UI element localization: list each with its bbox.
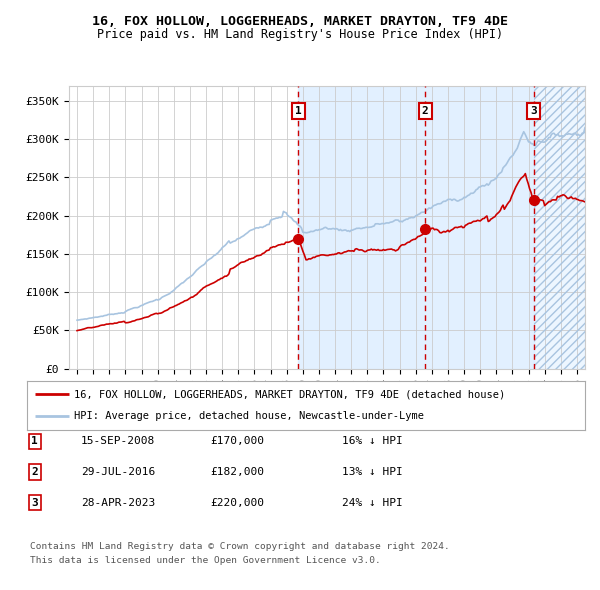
Text: HPI: Average price, detached house, Newcastle-under-Lyme: HPI: Average price, detached house, Newc… xyxy=(74,411,424,421)
Text: 28-APR-2023: 28-APR-2023 xyxy=(81,498,155,507)
Text: 29-JUL-2016: 29-JUL-2016 xyxy=(81,467,155,477)
Text: 16, FOX HOLLOW, LOGGERHEADS, MARKET DRAYTON, TF9 4DE (detached house): 16, FOX HOLLOW, LOGGERHEADS, MARKET DRAY… xyxy=(74,389,506,399)
Text: 2: 2 xyxy=(31,467,38,477)
Text: 16% ↓ HPI: 16% ↓ HPI xyxy=(342,437,403,446)
Text: £170,000: £170,000 xyxy=(210,437,264,446)
Text: 13% ↓ HPI: 13% ↓ HPI xyxy=(342,467,403,477)
Text: 16, FOX HOLLOW, LOGGERHEADS, MARKET DRAYTON, TF9 4DE: 16, FOX HOLLOW, LOGGERHEADS, MARKET DRAY… xyxy=(92,15,508,28)
Text: 1: 1 xyxy=(31,437,38,446)
Text: 15-SEP-2008: 15-SEP-2008 xyxy=(81,437,155,446)
Text: £182,000: £182,000 xyxy=(210,467,264,477)
Bar xyxy=(534,86,585,369)
Text: 1: 1 xyxy=(295,106,302,116)
Text: 24% ↓ HPI: 24% ↓ HPI xyxy=(342,498,403,507)
Text: 3: 3 xyxy=(530,106,537,116)
Text: 2: 2 xyxy=(422,106,428,116)
Text: 3: 3 xyxy=(31,498,38,507)
Bar xyxy=(534,86,585,369)
Bar xyxy=(298,86,534,369)
Text: This data is licensed under the Open Government Licence v3.0.: This data is licensed under the Open Gov… xyxy=(30,556,381,565)
Text: £220,000: £220,000 xyxy=(210,498,264,507)
Text: Price paid vs. HM Land Registry's House Price Index (HPI): Price paid vs. HM Land Registry's House … xyxy=(97,28,503,41)
Text: Contains HM Land Registry data © Crown copyright and database right 2024.: Contains HM Land Registry data © Crown c… xyxy=(30,542,450,550)
